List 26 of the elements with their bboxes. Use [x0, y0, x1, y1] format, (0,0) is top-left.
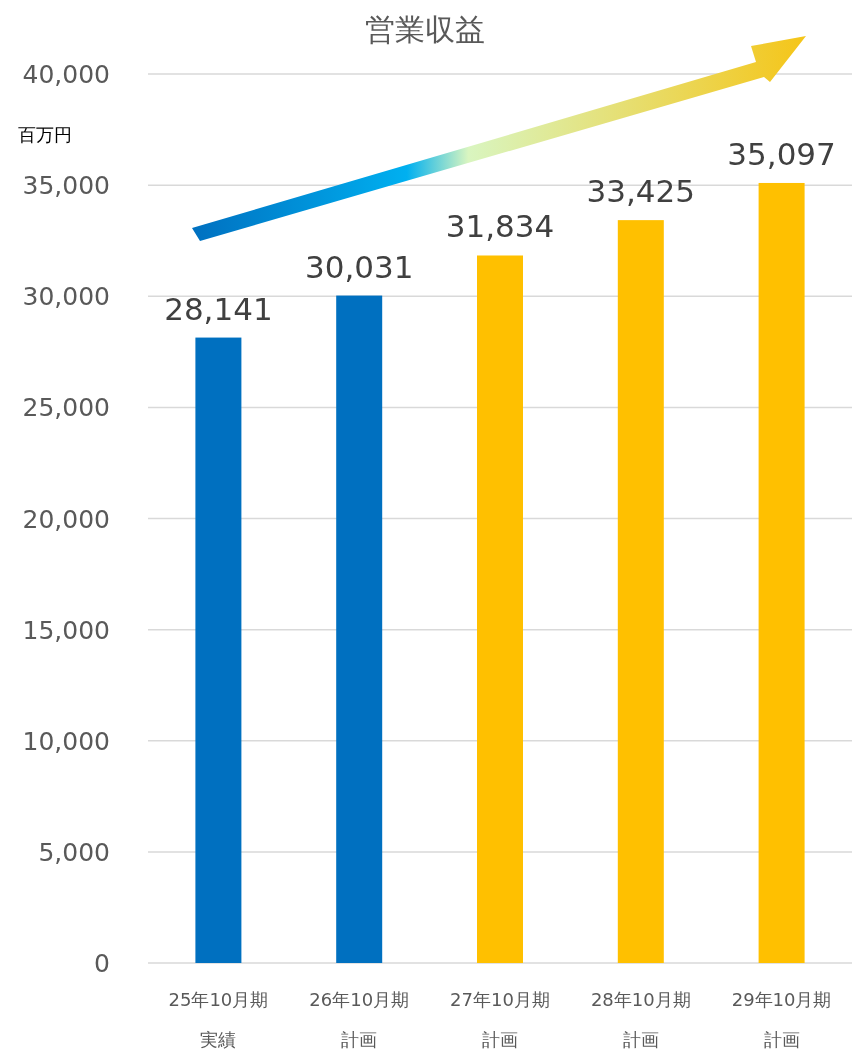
bar — [477, 255, 523, 963]
x-tick-label: 26年10月期計画 — [309, 989, 410, 1050]
y-tick-label: 30,000 — [22, 282, 110, 312]
data-label: 33,425 — [586, 173, 696, 210]
data-label: 31,834 — [445, 208, 555, 245]
y-tick-label: 10,000 — [22, 726, 110, 756]
x-tick-label: 29年10月期計画 — [731, 989, 832, 1050]
x-tick-label: 25年10月期実績 — [168, 989, 269, 1050]
y-tick-label: 25,000 — [22, 393, 110, 423]
data-label: 28,141 — [164, 290, 273, 327]
y-tick-label: 35,000 — [22, 171, 110, 201]
y-axis-title: 百万円 — [18, 124, 72, 145]
data-label: 35,097 — [727, 135, 836, 172]
y-tick-label: 15,000 — [22, 615, 110, 645]
x-tick-label: 27年10月期計画 — [450, 989, 550, 1050]
x-tick-label: 28年10月期計画 — [590, 989, 691, 1050]
data-label: 30,031 — [304, 248, 414, 285]
chart-title: 営業収益 — [365, 12, 485, 47]
y-tick-label: 5,000 — [38, 837, 110, 867]
bar — [617, 220, 664, 963]
bar — [336, 295, 383, 963]
y-tick-label: 0 — [94, 949, 110, 978]
bar — [758, 182, 805, 963]
y-tick-label: 20,000 — [22, 504, 110, 534]
bar — [195, 337, 242, 963]
y-tick-label: 40,000 — [22, 60, 110, 89]
